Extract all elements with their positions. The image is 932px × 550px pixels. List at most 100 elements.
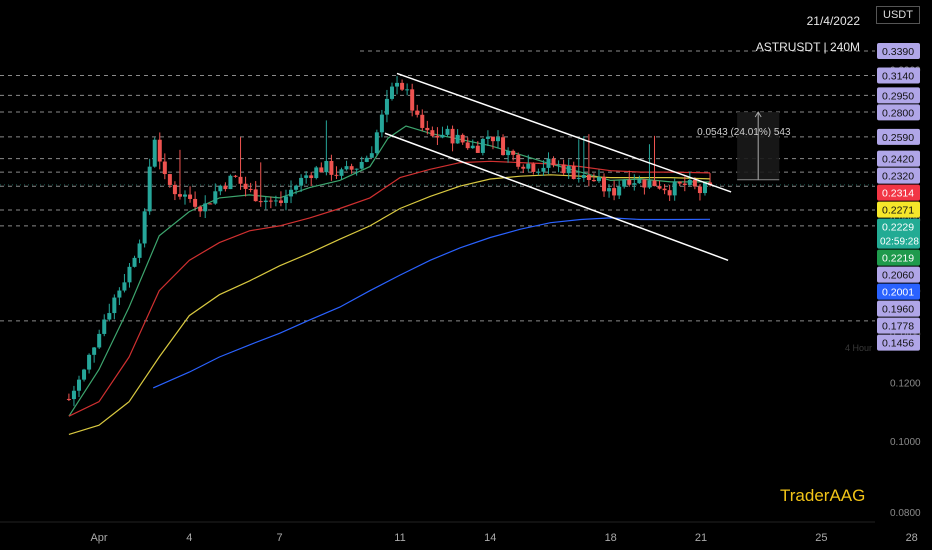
- candle-body: [213, 191, 218, 204]
- candle-body: [632, 183, 637, 185]
- candle-body: [364, 157, 369, 162]
- price-label-text: 0.2229: [882, 222, 914, 234]
- candle-body: [622, 179, 627, 187]
- candle-body: [258, 201, 263, 203]
- candle-body: [485, 136, 490, 139]
- price-labels: 0.3390 0.3140 0.2950 0.2800 0.2590 0.2420 0.23…: [877, 43, 920, 351]
- candle-body: [87, 354, 92, 370]
- candle-body: [263, 200, 268, 203]
- price-label-text: 0.2950: [882, 90, 914, 102]
- candle-body: [137, 243, 142, 258]
- price-label-text: 0.1456: [882, 338, 914, 350]
- candle-body: [541, 167, 546, 172]
- price-label-text: 0.2320: [882, 171, 914, 183]
- price-label-bg: [877, 167, 920, 184]
- price-label-bg: [877, 150, 920, 167]
- x-tick-label: 4: [186, 532, 192, 544]
- candle-body: [415, 110, 420, 115]
- candle-body: [283, 196, 288, 203]
- price-label-text: 0.2590: [882, 132, 914, 144]
- candle-body: [657, 186, 662, 189]
- candle-body: [278, 200, 283, 203]
- symbol-title: ASTRUSDT | 240M: [755, 40, 860, 54]
- candle-body: [652, 180, 657, 187]
- candle-body: [369, 153, 374, 158]
- candle-body: [425, 127, 430, 131]
- candle-body: [268, 200, 273, 202]
- candle-body: [702, 182, 707, 194]
- candle-body: [319, 167, 324, 173]
- candle-body: [92, 347, 97, 355]
- price-label-bg: [877, 201, 920, 218]
- candle-body: [627, 179, 632, 185]
- candle-body: [193, 198, 198, 207]
- candle-body: [339, 169, 344, 176]
- candle-body: [581, 175, 586, 178]
- candle-body: [334, 174, 339, 176]
- candle-body: [238, 176, 243, 184]
- candle-body: [349, 166, 354, 170]
- price-label-text: 0.2271: [882, 205, 914, 217]
- ma-line-yellow: [68, 174, 711, 435]
- candle-body: [304, 175, 309, 178]
- price-label-bg: [877, 317, 920, 334]
- candle-body: [607, 188, 612, 192]
- y-tick-label: 0.0800: [890, 508, 921, 519]
- measure-arrow-head: [754, 111, 762, 118]
- candle-body: [76, 379, 81, 391]
- candle-body: [445, 128, 450, 135]
- candle-body: [324, 160, 329, 173]
- candle-body: [642, 179, 647, 188]
- price-label-bg: [877, 334, 920, 351]
- candle-body: [167, 174, 172, 185]
- price-label-text: 0.3390: [882, 46, 914, 58]
- x-tick-label: 7: [277, 532, 283, 544]
- timeframe-watermark: 4 Hour: [845, 343, 872, 353]
- price-label-bg: [877, 266, 920, 283]
- currency-unit-button[interactable]: USDT: [876, 6, 920, 24]
- candle-body: [66, 398, 71, 400]
- candle-body: [384, 98, 389, 115]
- candle-body: [697, 186, 702, 194]
- candle-body: [82, 369, 87, 380]
- candle-body: [602, 177, 607, 192]
- candle-body: [344, 166, 349, 170]
- candle-body: [556, 164, 561, 166]
- level-lines: [0, 50, 875, 322]
- candle-body: [127, 266, 132, 283]
- x-tick-label: 11: [394, 532, 405, 544]
- candle-body: [309, 175, 314, 179]
- candle-body: [162, 161, 167, 175]
- price-label-text: 0.2060: [882, 270, 914, 282]
- x-tick-label: 28: [906, 532, 918, 544]
- candle-body: [147, 166, 152, 212]
- candle-body: [496, 137, 501, 142]
- candle-body: [243, 183, 248, 189]
- candle-body: [480, 138, 485, 153]
- candle-body: [142, 211, 147, 244]
- candle-body: [546, 158, 551, 168]
- candle-body: [682, 183, 687, 185]
- candle-body: [289, 189, 294, 197]
- candle-body: [172, 184, 177, 195]
- candle-body: [586, 175, 591, 180]
- candle-body: [273, 200, 278, 202]
- price-label-bg: [877, 249, 920, 266]
- price-label-bg: [877, 67, 920, 84]
- candle-body: [571, 165, 576, 179]
- price-label-bg: [877, 218, 920, 249]
- moving-averages: [68, 125, 711, 435]
- price-label-text: 0.3140: [882, 70, 914, 82]
- measure-tool: 0.0543 (24.01%) 543: [697, 111, 791, 181]
- candle-body: [203, 203, 208, 212]
- x-tick-label: 18: [605, 532, 617, 544]
- candle-body: [188, 194, 193, 199]
- candle-body: [521, 166, 526, 169]
- candle-body: [112, 297, 117, 314]
- candle-body: [511, 150, 516, 155]
- brand-watermark: TraderAAG: [780, 486, 866, 505]
- candle-body: [692, 179, 697, 187]
- price-label-bg: [877, 283, 920, 300]
- candle-body: [576, 177, 581, 179]
